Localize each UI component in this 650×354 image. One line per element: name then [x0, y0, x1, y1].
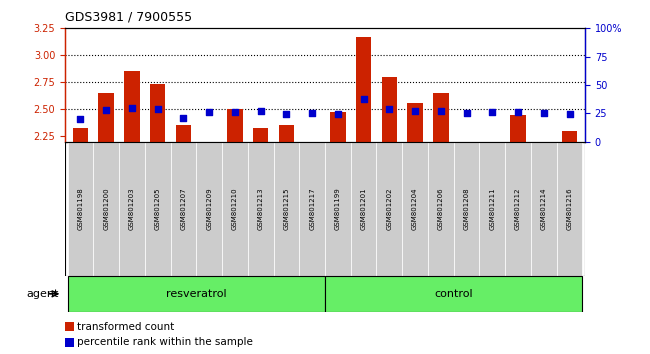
Point	[127, 105, 137, 110]
Text: GSM801212: GSM801212	[515, 188, 521, 230]
Bar	[73, 127, 88, 142]
Bar	[196, 142, 222, 276]
Point	[75, 116, 86, 122]
Point	[204, 109, 214, 115]
Text: GSM801206: GSM801206	[438, 188, 444, 230]
Bar	[98, 93, 114, 142]
Point	[229, 109, 240, 115]
Point	[153, 106, 163, 112]
Bar	[170, 142, 196, 276]
Text: agent: agent	[26, 289, 58, 299]
Bar	[454, 142, 480, 276]
Text: GSM801211: GSM801211	[489, 188, 495, 230]
Text: GSM801202: GSM801202	[386, 188, 393, 230]
Bar	[433, 93, 448, 142]
Bar	[325, 276, 582, 312]
Text: GSM801200: GSM801200	[103, 188, 109, 230]
Bar	[248, 142, 274, 276]
Text: percentile rank within the sample: percentile rank within the sample	[77, 337, 254, 348]
Text: resveratrol: resveratrol	[166, 289, 227, 299]
Point	[462, 110, 472, 116]
Point	[101, 107, 111, 113]
Bar	[279, 125, 294, 142]
Text: GDS3981 / 7900555: GDS3981 / 7900555	[65, 11, 192, 24]
Bar	[94, 142, 119, 276]
Text: GSM801203: GSM801203	[129, 188, 135, 230]
Bar	[428, 142, 454, 276]
Bar	[65, 338, 74, 347]
Text: GSM801199: GSM801199	[335, 188, 341, 230]
Bar	[351, 142, 376, 276]
Point	[487, 109, 497, 115]
Text: control: control	[434, 289, 473, 299]
Bar	[376, 142, 402, 276]
Bar	[531, 142, 556, 276]
Point	[358, 96, 369, 101]
Text: GSM801210: GSM801210	[232, 188, 238, 230]
Bar	[408, 103, 422, 142]
Text: GSM801208: GSM801208	[463, 188, 469, 230]
Bar	[299, 142, 325, 276]
Point	[410, 108, 421, 114]
Point	[178, 115, 188, 121]
Bar	[145, 142, 170, 276]
Text: GSM801215: GSM801215	[283, 188, 289, 230]
Bar	[274, 142, 299, 276]
Point	[307, 110, 317, 116]
Bar	[505, 142, 531, 276]
Bar	[356, 37, 371, 142]
Text: GSM801204: GSM801204	[412, 188, 418, 230]
Bar	[150, 84, 165, 142]
Point	[513, 109, 523, 115]
Point	[539, 110, 549, 116]
Bar	[176, 125, 191, 142]
Text: GSM801198: GSM801198	[77, 188, 83, 230]
Bar	[65, 322, 74, 331]
Bar	[222, 142, 248, 276]
Bar	[227, 109, 242, 142]
Bar	[510, 115, 526, 142]
Bar	[68, 276, 325, 312]
Point	[564, 112, 575, 117]
Bar	[382, 77, 397, 142]
Point	[384, 106, 395, 112]
Bar	[325, 142, 351, 276]
Text: GSM801217: GSM801217	[309, 188, 315, 230]
Bar	[253, 127, 268, 142]
Bar	[402, 142, 428, 276]
Bar	[556, 142, 582, 276]
Bar	[562, 131, 577, 142]
Point	[255, 108, 266, 114]
Text: GSM801209: GSM801209	[206, 188, 212, 230]
Text: GSM801214: GSM801214	[541, 188, 547, 230]
Text: GSM801201: GSM801201	[361, 188, 367, 230]
Text: GSM801207: GSM801207	[181, 188, 187, 230]
Bar	[124, 72, 140, 142]
Point	[436, 108, 446, 114]
Bar	[68, 142, 94, 276]
Point	[333, 112, 343, 117]
Text: transformed count: transformed count	[77, 321, 175, 332]
Bar	[119, 142, 145, 276]
Text: GSM801216: GSM801216	[567, 188, 573, 230]
Point	[281, 112, 292, 117]
Text: GSM801205: GSM801205	[155, 188, 161, 230]
Text: GSM801213: GSM801213	[257, 188, 264, 230]
Bar	[330, 113, 346, 142]
Bar	[480, 142, 505, 276]
